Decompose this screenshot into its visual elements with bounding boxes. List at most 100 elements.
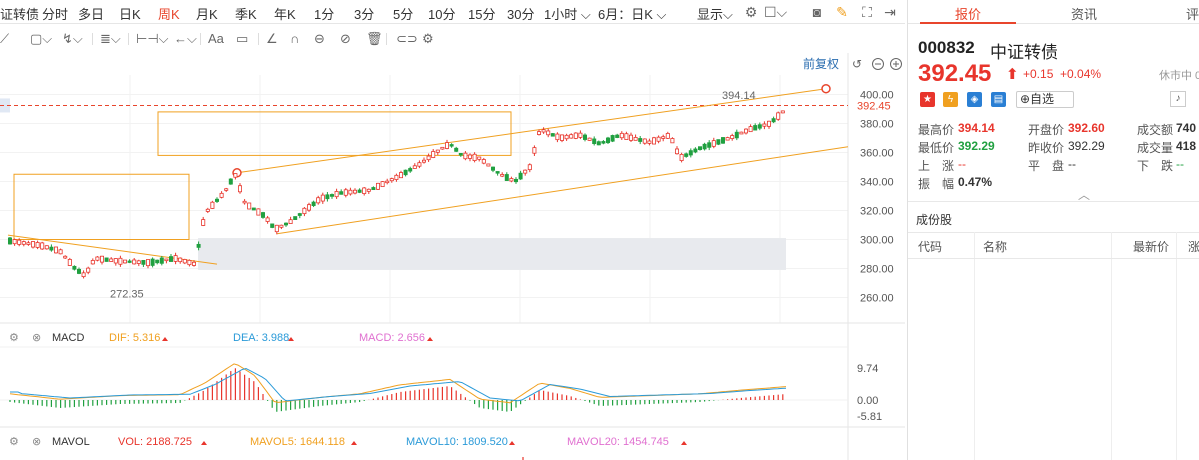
timeframe-2[interactable]: 多日 (78, 7, 105, 22)
tab-news[interactable]: 资讯 (1071, 7, 1098, 22)
candle-body (394, 174, 399, 180)
chart-icon[interactable]: ▤ (991, 92, 1006, 107)
candle-body (329, 194, 334, 197)
candle-body (104, 257, 109, 262)
link-icon[interactable]: ⊂⊃ (396, 31, 418, 46)
timeframe-4[interactable]: 周K (158, 7, 180, 22)
candle-body (734, 131, 739, 139)
tab-quote[interactable]: 报价 (955, 7, 982, 22)
timeframe-11[interactable]: 10分 (428, 7, 456, 22)
fibonacci-tool-icon[interactable]: ≣⌵ (100, 31, 121, 46)
wave-tool-icon[interactable]: ↯⌵ (62, 31, 83, 46)
candle-body (224, 188, 229, 191)
range-tool-icon[interactable]: ⊢⊣⌵ (136, 31, 169, 46)
timeframe-6[interactable]: 季K (235, 7, 257, 22)
text-tool-icon[interactable]: Aa (208, 31, 224, 46)
candle-body (458, 153, 463, 156)
indicator-toggle-icon[interactable]: ☐⌵ (764, 4, 788, 20)
tab-comments[interactable]: 评 (1186, 7, 1199, 22)
hide-drawings-icon[interactable]: ⊘ (340, 31, 351, 46)
price-axis-label: 300.00 (860, 235, 894, 247)
timeframe-14[interactable]: 1小时 ⌵ (544, 7, 591, 22)
candle-body (398, 172, 403, 179)
candle-body (578, 132, 583, 138)
candle-body (652, 137, 657, 145)
candle-body (168, 256, 173, 262)
candle-body (95, 256, 100, 261)
timeframe-7[interactable]: 年K (274, 7, 296, 22)
candle-body (490, 166, 495, 171)
candle-body (753, 125, 758, 131)
timeframe-15[interactable]: 6月：日K ⌵ (598, 7, 667, 22)
high-value: 394.14 (958, 121, 995, 135)
tag-icon[interactable]: ◈ (967, 92, 982, 107)
timeframe-12[interactable]: 15分 (468, 7, 496, 22)
candle-body (265, 217, 270, 222)
add-favorite-button[interactable]: ⊕自选 (1016, 91, 1074, 108)
candle-body (311, 201, 316, 207)
amount-label: 成交额 (1137, 123, 1174, 137)
timeframe-1[interactable]: 分时 (42, 7, 69, 22)
comment-tool-icon[interactable]: ▭ (236, 31, 249, 46)
col-name[interactable]: 名称 (983, 240, 1008, 254)
candle-body (523, 169, 528, 174)
candle-body (739, 131, 744, 135)
candle-body (771, 118, 776, 123)
amplitude-value: 0.47% (958, 175, 993, 189)
collapse-panel-icon[interactable]: ⇥ (884, 4, 896, 20)
expand-chevron-icon[interactable]: ︿ (1078, 188, 1091, 202)
candle-body (348, 189, 353, 195)
bell-icon[interactable]: ♪ (1170, 91, 1186, 107)
fullscreen-icon[interactable]: ⛶ (862, 4, 872, 20)
candle-body (256, 208, 261, 216)
timeframe-13[interactable]: 30分 (507, 7, 535, 22)
timeframe-8[interactable]: 1分 (314, 7, 335, 22)
pencil-icon[interactable]: ✎ (836, 4, 848, 20)
macd-name: MACD (52, 332, 84, 344)
candle-body (109, 258, 114, 262)
price-axis-label: 360.00 (860, 148, 894, 160)
settings-icon[interactable]: ⚙ (744, 4, 758, 20)
line-segment-icon[interactable]: ⟋ (0, 31, 10, 46)
vol-close-icon: ⊗ (32, 436, 41, 448)
candle-body (233, 173, 238, 178)
candle-body (431, 151, 436, 158)
candle-body (684, 153, 689, 157)
fall-label: 下 跌 (1137, 159, 1174, 173)
magnet-icon[interactable]: ∩ (290, 31, 300, 46)
candle-body (555, 133, 560, 141)
candle-body (472, 153, 477, 161)
col-last[interactable]: 最新价 (1133, 240, 1170, 254)
pen-tool-icon[interactable]: ∠ (266, 31, 278, 46)
candle-body (214, 198, 219, 202)
current-price-tag-bg (849, 98, 905, 113)
arrow-tool-icon[interactable]: ←⌵ (174, 31, 197, 46)
candle-body (541, 129, 546, 133)
price-axis-label: 260.00 (860, 293, 894, 305)
lightning-icon[interactable]: ϟ (943, 92, 958, 107)
timeframe-3[interactable]: 日K (119, 7, 141, 22)
low-value: 392.29 (958, 139, 995, 153)
mavol10-value: MAVOL10: 1809.520 (406, 436, 508, 448)
candle-body (477, 156, 482, 160)
col-code[interactable]: 代码 (918, 240, 943, 254)
candle-body (449, 144, 454, 147)
kline-chart[interactable]: 400.00380.00360.00340.00320.00300.00280.… (0, 53, 905, 460)
display-menu[interactable]: 显示⌵ (697, 7, 733, 22)
timeframe-0[interactable]: 证转债 (0, 7, 40, 22)
camera-icon[interactable]: ◙ (812, 4, 822, 20)
zoom-out-icon (872, 58, 884, 70)
trash-icon[interactable]: 🗑 (366, 31, 383, 46)
draw-settings-icon[interactable]: ⚙ (422, 31, 434, 46)
timeframe-9[interactable]: 3分 (354, 7, 375, 22)
candle-body (136, 260, 141, 264)
timeframe-10[interactable]: 5分 (393, 7, 414, 22)
lock-tool-icon[interactable]: ⊖ (314, 31, 325, 46)
candle-body (219, 192, 224, 198)
timeframe-5[interactable]: 月K (196, 7, 218, 22)
candle-body (164, 258, 169, 262)
vol-dropdown-icon (201, 441, 207, 445)
candle-body (592, 138, 597, 145)
col-change[interactable]: 涨 (1188, 240, 1199, 254)
rectangle-tool-icon[interactable]: ▢⌵ (30, 31, 53, 46)
